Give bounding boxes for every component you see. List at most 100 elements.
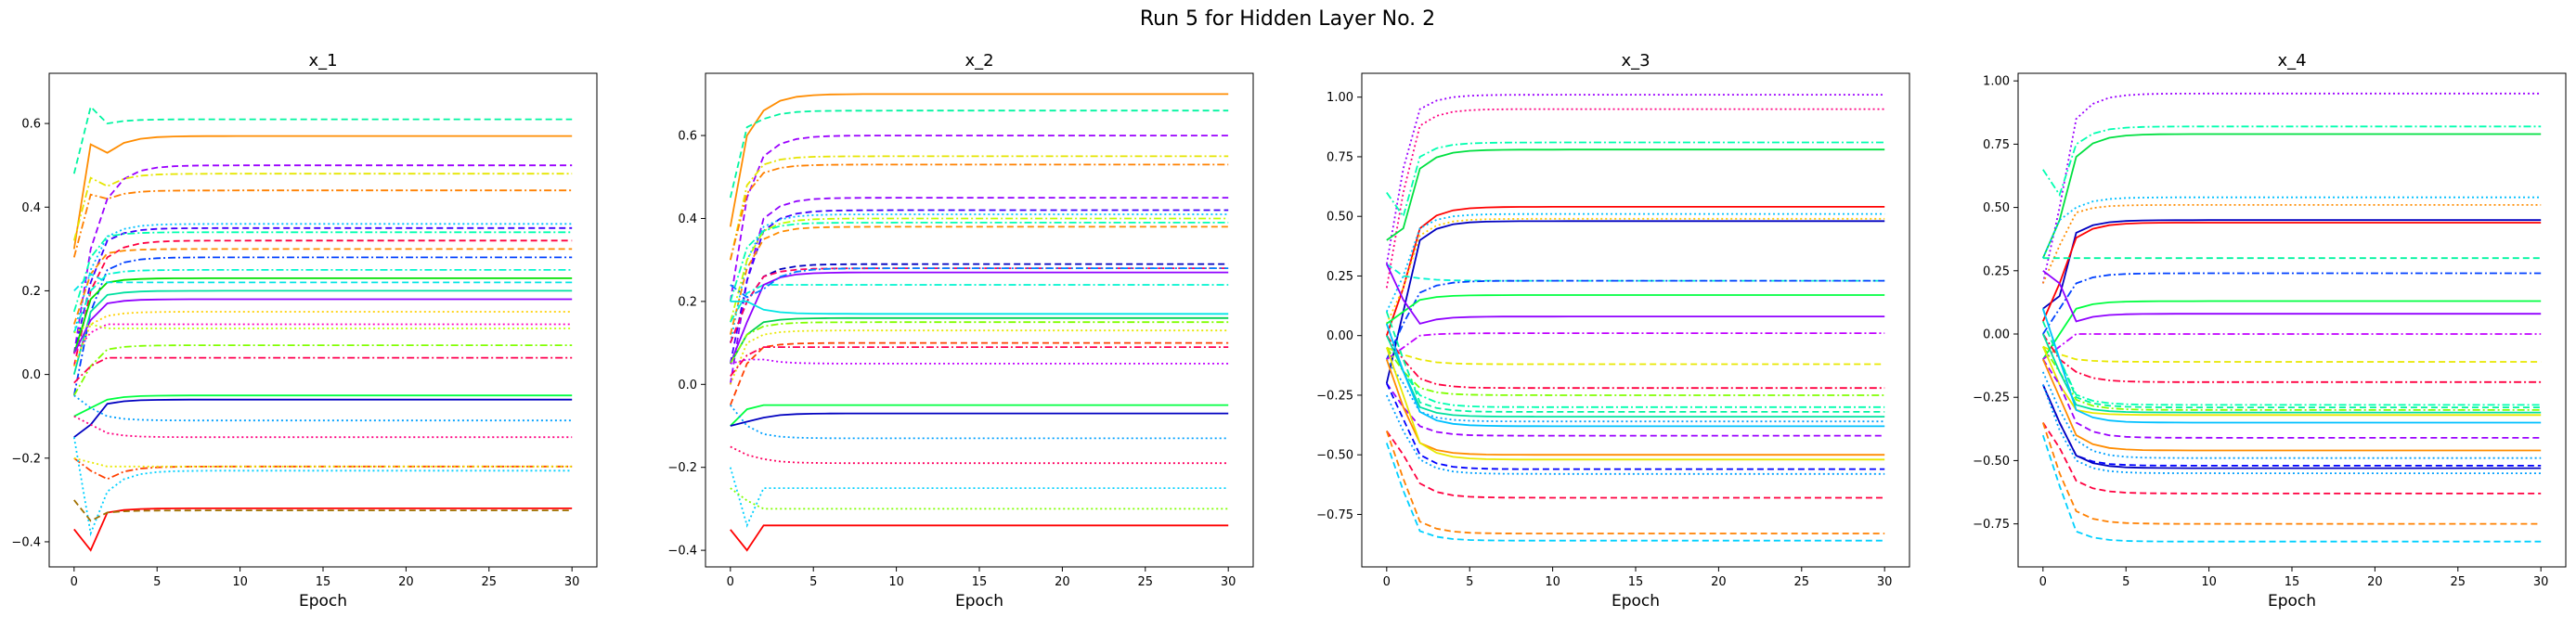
subplot-title: x_1	[308, 51, 337, 71]
series-line-28	[2041, 422, 2542, 525]
series-line-2	[72, 135, 573, 250]
series-line-16	[1386, 347, 1885, 396]
y-tick-label: 0.75	[1327, 150, 1353, 164]
series-line-19	[1385, 335, 1885, 418]
series-line-17	[2042, 346, 2542, 411]
series-line-16	[2041, 321, 2542, 408]
y-tick-label: 0.2	[678, 295, 697, 309]
series-line-9	[1386, 263, 1885, 282]
series-line-18	[730, 316, 1229, 365]
series-line-25	[1385, 382, 1885, 470]
series-line-11	[729, 225, 1229, 335]
x-tick-label: 25	[2451, 575, 2466, 589]
x-axis-label: Epoch	[2268, 592, 2316, 611]
y-tick-label: 0.0	[678, 379, 697, 392]
series-line-10	[729, 222, 1229, 302]
series-line-6	[729, 197, 1229, 385]
series-group	[1385, 94, 1885, 542]
x-tick-label: 15	[972, 575, 988, 589]
series-line-24	[1385, 347, 1885, 461]
y-tick-label: 0.6	[678, 130, 697, 144]
y-tick-label: −0.4	[11, 535, 41, 549]
series-line-30	[73, 499, 573, 522]
series-line-22	[730, 346, 1229, 377]
x-tick-label: 30	[1221, 575, 1236, 589]
series-line-5	[729, 163, 1229, 261]
y-tick-label: 0.50	[1983, 201, 2010, 215]
series-line-11	[2042, 270, 2542, 323]
series-line-28	[729, 467, 1229, 528]
y-tick-label: 0.00	[1327, 329, 1353, 343]
y-tick-label: −0.2	[11, 452, 41, 466]
series-line-1	[729, 93, 1229, 227]
series-group	[729, 93, 1229, 552]
series-line-6	[2042, 219, 2542, 310]
series-line-15	[2041, 308, 2542, 406]
series-line-14	[730, 284, 1229, 323]
series-line-8	[1385, 220, 1885, 384]
subplot-4: x_4 Epoch 0 5 10 15 20 25 30 −0.75 −0.50 −0.25 0.00 0…	[1973, 51, 2567, 611]
subplots-group: x_1 Epoch 0 5 10 15 20 25 30 −0.4 −0.2 0.0 0.2 0.4 0.6…	[11, 51, 2567, 611]
series-line-9	[72, 239, 573, 366]
y-tick-label: 0.25	[1983, 264, 2010, 278]
series-group	[2041, 92, 2542, 543]
series-line-7	[72, 226, 573, 354]
x-tick-label: 20	[1711, 575, 1727, 589]
series-group	[72, 105, 573, 552]
x-tick-label: 10	[232, 575, 248, 589]
y-tick-label: 0.75	[1983, 138, 2010, 152]
x-tick-label: 25	[482, 575, 498, 589]
subplot-1: x_1 Epoch 0 5 10 15 20 25 30 −0.4 −0.2 0.0 0.2 0.4 0.6	[11, 51, 598, 611]
x-tick-label: 0	[1383, 575, 1391, 589]
series-line-1	[72, 105, 573, 174]
x-tick-label: 10	[1545, 575, 1560, 589]
y-tick-label: 1.00	[1327, 91, 1353, 105]
series-line-16	[72, 298, 573, 354]
series-line-3	[72, 164, 573, 354]
figure-suptitle: Run 5 for Hidden Layer No. 2	[1140, 7, 1435, 31]
y-tick-label: −0.50	[1316, 449, 1353, 463]
y-tick-label: −0.75	[1973, 518, 2010, 532]
series-line-12	[1385, 264, 1885, 325]
series-line-23	[730, 358, 1229, 365]
y-tick-label: 0.0	[21, 368, 41, 382]
series-line-20	[1386, 358, 1885, 423]
series-line-6	[72, 223, 573, 333]
x-axis-label: Epoch	[299, 592, 347, 611]
series-line-4	[729, 155, 1229, 261]
series-line-7	[2041, 222, 2542, 322]
x-tick-label: 20	[398, 575, 414, 589]
x-tick-label: 15	[2285, 575, 2300, 589]
series-line-15	[729, 271, 1229, 365]
series-line-10	[2042, 300, 2542, 360]
x-tick-label: 0	[727, 575, 734, 589]
x-tick-label: 0	[71, 575, 78, 589]
subplot-title: x_3	[1621, 51, 1650, 71]
series-line-15	[1386, 335, 1885, 390]
series-line-18	[73, 323, 573, 354]
series-line-24	[730, 404, 1229, 427]
series-line-29	[2041, 434, 2542, 543]
series-line-4	[72, 173, 573, 241]
series-line-27	[2042, 422, 2542, 495]
series-line-19	[73, 323, 573, 334]
series-line-10	[1385, 279, 1885, 360]
series-line-19	[730, 321, 1229, 365]
series-line-5	[72, 189, 573, 258]
y-tick-label: 0.00	[1983, 328, 2010, 342]
series-line-20	[73, 344, 573, 396]
series-line-25	[2041, 384, 2542, 469]
y-tick-label: 1.00	[1983, 75, 2010, 89]
series-line-21	[729, 341, 1229, 405]
x-tick-label: 15	[316, 575, 331, 589]
series-line-4	[1386, 148, 1885, 241]
series-line-22	[1386, 382, 1885, 437]
x-tick-label: 15	[1628, 575, 1644, 589]
series-line-6	[1385, 212, 1885, 313]
y-tick-label: −0.25	[1316, 389, 1353, 403]
x-tick-label: 20	[2367, 575, 2383, 589]
series-line-2	[1385, 108, 1885, 289]
y-tick-label: −0.4	[667, 545, 697, 559]
series-line-1	[2041, 92, 2542, 284]
